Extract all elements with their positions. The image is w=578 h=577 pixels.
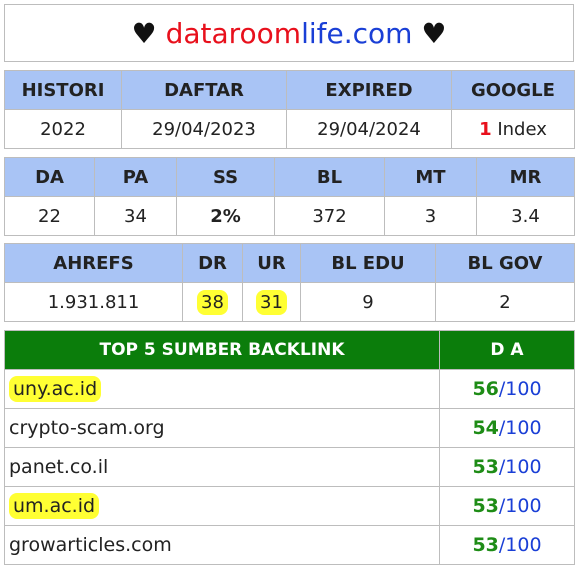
backlink-da-separator: /: [498, 456, 506, 478]
backlink-da-separator: /: [498, 495, 506, 517]
value-ss: 2%: [176, 196, 275, 236]
google-index-label: Index: [497, 118, 547, 140]
header-bl-edu: BL EDU: [300, 243, 436, 283]
backlink-da-max: 100: [505, 456, 542, 478]
header-bl-gov: BL GOV: [435, 243, 575, 283]
backlink-row: uny.ac.id 56/100: [4, 369, 575, 409]
backlink-row: crypto-scam.org 54/100: [4, 408, 575, 448]
header-daftar: DAFTAR: [121, 70, 287, 110]
backlink-da: 53/100: [439, 486, 575, 526]
header-ss: SS: [176, 157, 275, 197]
backlink-da-max: 100: [505, 495, 542, 517]
backlink-da: 53/100: [439, 525, 575, 565]
google-index-count: 1: [479, 118, 492, 140]
header-histori: HISTORI: [4, 70, 122, 110]
backlink-domain: crypto-scam.org: [4, 408, 440, 448]
value-dr: 38: [182, 282, 243, 322]
value-bl-edu: 9: [300, 282, 436, 322]
backlink-da-value: 53: [472, 534, 499, 556]
value-mr: 3.4: [476, 196, 575, 236]
domain-history-table: HISTORI DAFTAR EXPIRED GOOGLE 2022 29/04…: [4, 70, 575, 149]
value-pa: 34: [94, 196, 177, 236]
value-bl-gov: 2: [435, 282, 575, 322]
backlink-da-separator: /: [498, 417, 506, 439]
site-title: ♥ dataroomlife.com ♥: [4, 4, 574, 62]
header-expired: EXPIRED: [286, 70, 452, 110]
heart-left-icon: ♥: [131, 16, 157, 50]
backlink-da-value: 54: [472, 417, 499, 439]
value-mt: 3: [384, 196, 477, 236]
header-dr: DR: [182, 243, 243, 283]
heart-right-icon: ♥: [421, 16, 447, 50]
backlink-da: 53/100: [439, 447, 575, 487]
backlink-row: um.ac.id 53/100: [4, 486, 575, 526]
backlink-da-separator: /: [498, 378, 506, 400]
backlink-domain: growarticles.com: [4, 525, 440, 565]
backlink-domain-highlight: um.ac.id: [9, 493, 100, 519]
value-da: 22: [4, 196, 95, 236]
top-backlinks-table: TOP 5 SUMBER BACKLINK D A uny.ac.id 56/1…: [4, 330, 575, 565]
header-da: DA: [4, 157, 95, 197]
backlink-da-value: 53: [472, 495, 499, 517]
header-mt: MT: [384, 157, 477, 197]
value-expired: 29/04/2024: [286, 109, 452, 149]
backlink-da-max: 100: [505, 378, 542, 400]
backlink-da-value: 53: [472, 456, 499, 478]
site-name-part1: dataroom: [165, 16, 302, 50]
backlink-da: 56/100: [439, 369, 575, 409]
value-ur-highlight: 31: [256, 289, 287, 315]
value-histori: 2022: [4, 109, 122, 149]
header-ahrefs: AHREFS: [4, 243, 183, 283]
value-google: 1 Index: [451, 109, 575, 149]
header-google: GOOGLE: [451, 70, 575, 110]
header-ur: UR: [242, 243, 301, 283]
site-title-box: ♥ dataroomlife.com ♥: [4, 4, 574, 62]
header-mr: MR: [476, 157, 575, 197]
backlink-domain: panet.co.il: [4, 447, 440, 487]
backlink-domain-highlight: uny.ac.id: [9, 376, 102, 402]
site-name-part2: life.com: [301, 16, 413, 50]
header-bl: BL: [274, 157, 385, 197]
moz-metrics-table: DA PA SS BL MT MR 22 34 2% 372 3 3.4: [4, 157, 575, 236]
header-backlink-da: D A: [439, 330, 575, 370]
backlink-row: panet.co.il 53/100: [4, 447, 575, 487]
value-ahrefs: 1.931.811: [4, 282, 183, 322]
header-pa: PA: [94, 157, 177, 197]
backlink-da-separator: /: [498, 534, 506, 556]
backlink-da-value: 56: [472, 378, 499, 400]
value-daftar: 29/04/2023: [121, 109, 287, 149]
value-bl: 372: [274, 196, 385, 236]
backlink-row: growarticles.com 53/100: [4, 525, 575, 565]
backlink-da-max: 100: [505, 417, 542, 439]
ahrefs-metrics-table: AHREFS DR UR BL EDU BL GOV 1.931.811 38 …: [4, 243, 575, 322]
backlink-da: 54/100: [439, 408, 575, 448]
backlink-da-max: 100: [505, 534, 542, 556]
value-dr-highlight: 38: [197, 289, 228, 315]
header-backlink-source: TOP 5 SUMBER BACKLINK: [4, 330, 440, 370]
backlink-domain: um.ac.id: [4, 486, 440, 526]
value-ur: 31: [242, 282, 301, 322]
backlink-domain: uny.ac.id: [4, 369, 440, 409]
